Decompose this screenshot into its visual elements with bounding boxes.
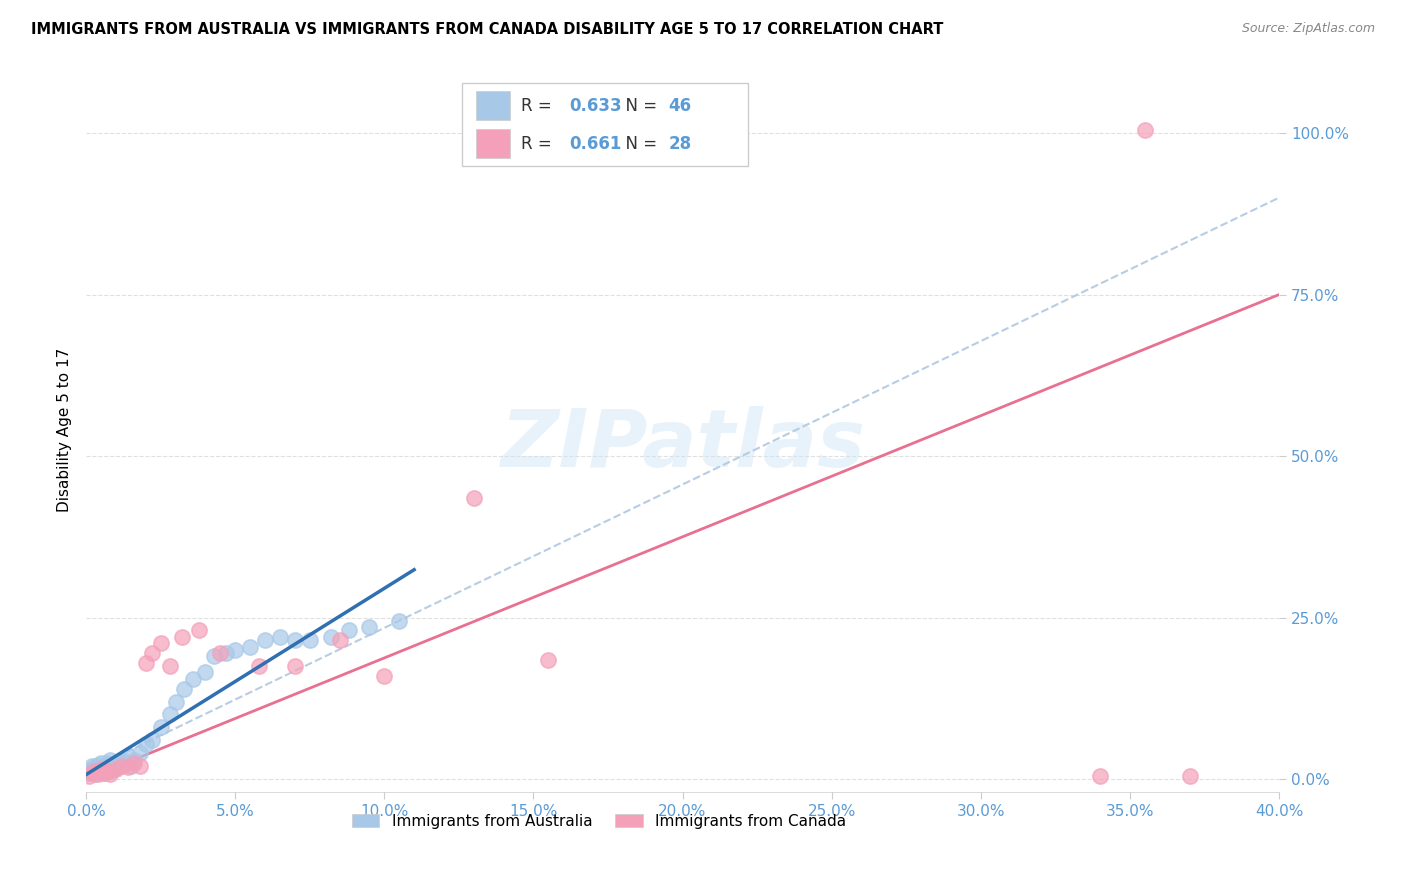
- Point: [77, 765, 100, 780]
- Text: N =: N =: [614, 135, 662, 153]
- Point: [128, 746, 150, 760]
- Point: [188, 624, 211, 638]
- Point: [373, 669, 395, 683]
- Point: [141, 646, 163, 660]
- Point: [209, 646, 232, 660]
- Point: [96, 764, 118, 779]
- Text: 46: 46: [668, 97, 692, 115]
- Point: [96, 763, 118, 777]
- Point: [202, 649, 225, 664]
- Point: [173, 681, 195, 696]
- Point: [117, 749, 139, 764]
- Point: [80, 763, 103, 777]
- Point: [104, 756, 127, 770]
- Point: [337, 624, 360, 638]
- Point: [284, 659, 307, 673]
- Point: [224, 643, 246, 657]
- FancyBboxPatch shape: [461, 83, 748, 166]
- Point: [149, 720, 172, 734]
- Point: [98, 753, 121, 767]
- Point: [319, 630, 342, 644]
- Text: IMMIGRANTS FROM AUSTRALIA VS IMMIGRANTS FROM CANADA DISABILITY AGE 5 TO 17 CORRE: IMMIGRANTS FROM AUSTRALIA VS IMMIGRANTS …: [31, 22, 943, 37]
- Point: [87, 764, 110, 779]
- Point: [122, 756, 145, 770]
- Point: [104, 763, 127, 777]
- Point: [284, 633, 307, 648]
- Point: [84, 767, 107, 781]
- Text: ZIPatlas: ZIPatlas: [501, 406, 865, 483]
- Point: [1133, 123, 1156, 137]
- Text: 0.633: 0.633: [569, 97, 621, 115]
- Point: [359, 620, 381, 634]
- Point: [98, 764, 121, 779]
- Point: [537, 652, 560, 666]
- Text: Source: ZipAtlas.com: Source: ZipAtlas.com: [1241, 22, 1375, 36]
- Text: 28: 28: [668, 135, 692, 153]
- Point: [128, 759, 150, 773]
- Point: [120, 759, 142, 773]
- Point: [117, 760, 139, 774]
- Y-axis label: Disability Age 5 to 17: Disability Age 5 to 17: [58, 348, 72, 512]
- Point: [165, 694, 187, 708]
- Point: [84, 764, 107, 779]
- Point: [90, 763, 112, 777]
- Point: [108, 759, 131, 773]
- Point: [141, 733, 163, 747]
- Point: [239, 640, 262, 654]
- Text: R =: R =: [522, 135, 558, 153]
- Point: [253, 633, 276, 648]
- Point: [135, 737, 157, 751]
- Point: [104, 760, 127, 774]
- Point: [87, 757, 110, 772]
- Point: [183, 672, 205, 686]
- Point: [329, 633, 352, 648]
- Point: [87, 767, 110, 781]
- Point: [247, 659, 270, 673]
- Point: [170, 630, 193, 644]
- Point: [93, 765, 115, 780]
- Point: [111, 753, 134, 767]
- Point: [194, 665, 217, 680]
- Point: [90, 756, 112, 770]
- Point: [269, 630, 291, 644]
- Text: R =: R =: [522, 97, 558, 115]
- Point: [93, 765, 115, 780]
- Point: [159, 707, 181, 722]
- Point: [122, 753, 145, 767]
- Point: [1178, 769, 1201, 783]
- Point: [215, 646, 238, 660]
- Point: [149, 636, 172, 650]
- Point: [90, 763, 112, 777]
- Point: [93, 759, 115, 773]
- Point: [388, 614, 411, 628]
- Point: [111, 759, 134, 773]
- Bar: [477, 91, 509, 120]
- Point: [135, 656, 157, 670]
- Point: [1088, 769, 1111, 783]
- Text: N =: N =: [614, 97, 662, 115]
- Point: [159, 659, 181, 673]
- Point: [101, 757, 124, 772]
- Legend: Immigrants from Australia, Immigrants from Canada: Immigrants from Australia, Immigrants fr…: [346, 807, 852, 835]
- Bar: [477, 128, 509, 158]
- Text: 0.661: 0.661: [569, 135, 621, 153]
- Point: [96, 756, 118, 770]
- Point: [98, 767, 121, 781]
- Point: [84, 760, 107, 774]
- Point: [77, 769, 100, 783]
- Point: [80, 759, 103, 773]
- Point: [80, 765, 103, 780]
- Point: [298, 633, 321, 648]
- Point: [114, 756, 136, 770]
- Point: [463, 491, 485, 505]
- Point: [101, 763, 124, 777]
